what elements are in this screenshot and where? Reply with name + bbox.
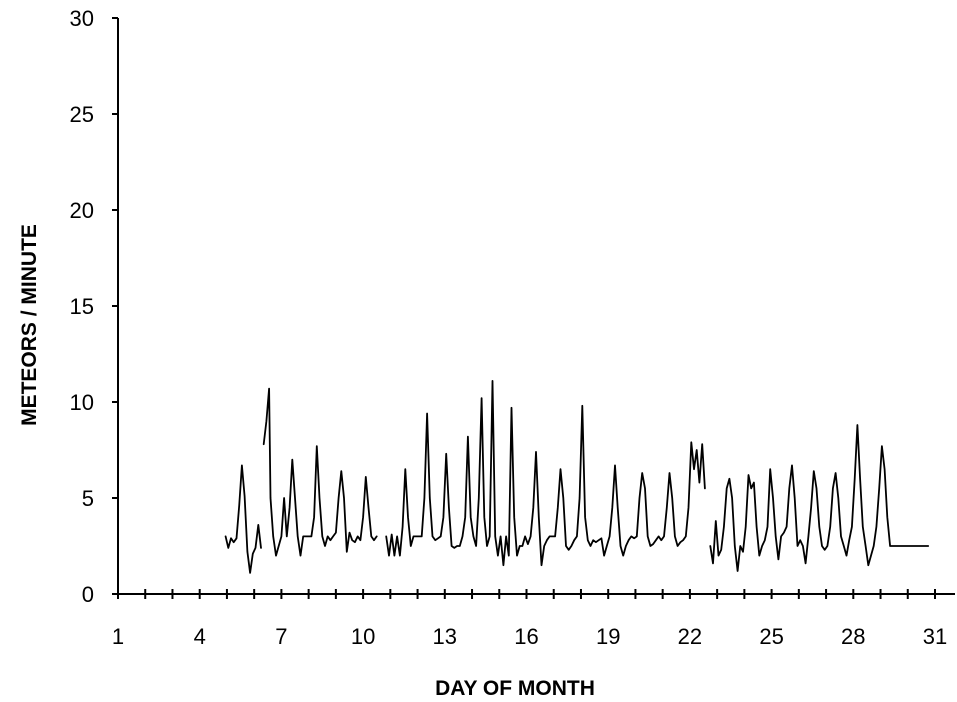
y-axis-title: METEORS / MINUTE xyxy=(18,224,41,426)
series-line-segment-3 xyxy=(385,379,706,567)
x-tick-label: 25 xyxy=(759,624,783,649)
x-axis-ticks: 1 4 7 10 13 16 19 22 25 28 31 xyxy=(112,589,947,649)
x-axis-title: DAY OF MONTH xyxy=(435,677,595,700)
x-tick-label: 7 xyxy=(275,624,287,649)
x-tick-label: 4 xyxy=(194,624,206,649)
series-line-segment-2 xyxy=(262,387,378,557)
y-tick-label: 5 xyxy=(82,486,94,511)
series-line-segment-4 xyxy=(709,424,930,572)
x-tick-label: 10 xyxy=(351,624,375,649)
x-tick-label: 13 xyxy=(433,624,457,649)
y-axis-ticks: 0 5 10 15 20 25 30 xyxy=(70,6,118,607)
y-tick-label: 25 xyxy=(70,102,94,127)
y-tick-label: 30 xyxy=(70,6,94,31)
x-tick-label: 1 xyxy=(112,624,124,649)
series-group xyxy=(224,379,930,574)
x-tick-label: 28 xyxy=(841,624,865,649)
x-tick-label: 31 xyxy=(923,624,947,649)
x-tick-label: 16 xyxy=(514,624,538,649)
y-tick-label: 0 xyxy=(82,582,94,607)
y-tick-label: 10 xyxy=(70,390,94,415)
x-tick-label: 19 xyxy=(596,624,620,649)
y-tick-label: 15 xyxy=(70,294,94,319)
y-tick-label: 20 xyxy=(70,198,94,223)
x-tick-label: 22 xyxy=(678,624,702,649)
axes xyxy=(117,18,955,595)
series-line-segment-1 xyxy=(224,464,262,574)
